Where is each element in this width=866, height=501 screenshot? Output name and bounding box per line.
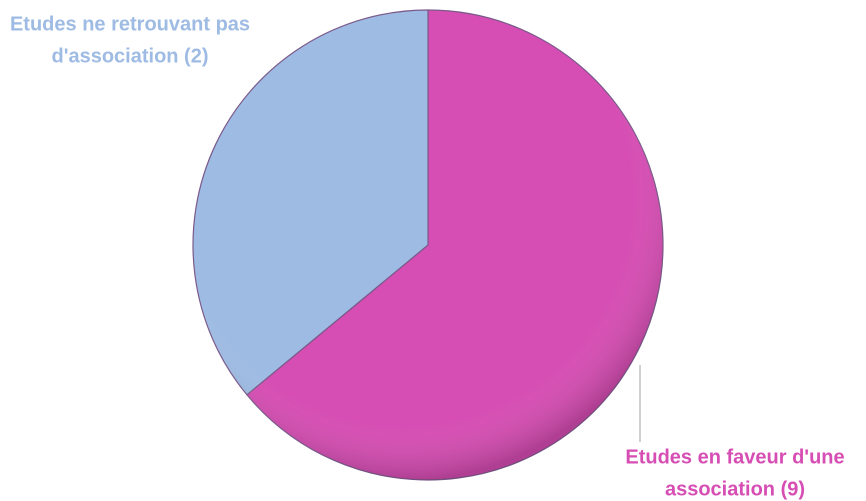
- slice-label: d'association (2): [51, 45, 208, 67]
- slice-label: association (9): [665, 478, 805, 500]
- slice-label: Etudes en faveur d'une: [625, 446, 844, 468]
- pie: [192, 9, 664, 481]
- slice-label: Etudes ne retrouvant pas: [10, 13, 250, 35]
